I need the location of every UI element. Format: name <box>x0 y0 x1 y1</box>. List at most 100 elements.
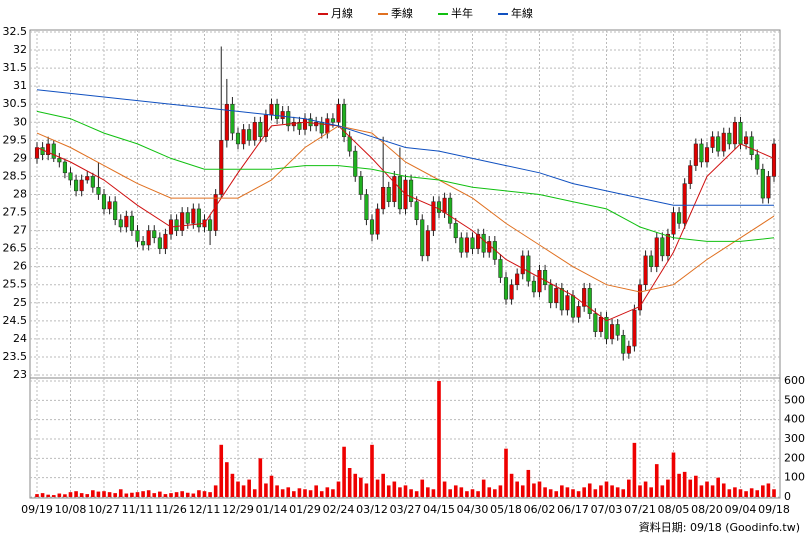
x-tick-label: 10/08 <box>55 503 87 516</box>
volume-bar <box>465 491 469 497</box>
y-tick-label: 28.5 <box>3 169 28 182</box>
volume-bar <box>370 444 374 497</box>
volume-bar <box>91 490 95 497</box>
candle-body <box>487 241 492 253</box>
y-tick-label: 23 <box>13 368 27 381</box>
volume-bar <box>225 462 229 497</box>
volume-bar <box>587 483 592 497</box>
volume-bar <box>710 485 715 497</box>
volume-bar <box>420 479 425 497</box>
candle-body <box>152 230 157 239</box>
volume-bar <box>627 479 631 497</box>
volume-bar <box>96 491 101 497</box>
y-tick-label: 25 <box>13 296 27 309</box>
volume-bar <box>118 489 123 497</box>
candle-body <box>191 208 196 224</box>
volume-bar <box>158 491 162 497</box>
candle-body <box>414 201 419 220</box>
candle-body <box>420 219 425 257</box>
candle-body <box>660 237 665 257</box>
volume-bar <box>392 481 397 497</box>
candle-body <box>520 255 525 275</box>
y-tick-label: 31.5 <box>3 61 28 74</box>
ma-line <box>36 125 775 293</box>
candle-body <box>570 295 576 318</box>
volume-bar <box>733 487 737 497</box>
candle-body <box>34 147 40 159</box>
candle-body <box>604 316 609 340</box>
volume-bar <box>280 489 285 497</box>
volume-bar <box>638 485 642 497</box>
candle-body <box>654 237 659 267</box>
y-tick-label: 26 <box>13 260 27 273</box>
y-tick-label: 32 <box>13 43 27 56</box>
volume-bar <box>185 492 190 497</box>
x-tick-label: 11/26 <box>155 503 187 516</box>
candle-body <box>180 212 185 231</box>
volume-bar <box>219 444 224 497</box>
volume-bar <box>476 491 480 497</box>
candle-body <box>459 237 464 253</box>
volume-bar <box>169 493 173 497</box>
volume-bar <box>487 487 492 497</box>
y-tick-label: 25.5 <box>3 278 28 291</box>
volume-bar <box>236 481 240 497</box>
x-tick-label: 09/19 <box>21 503 53 516</box>
candle-body <box>107 201 112 210</box>
candle-body <box>364 194 369 220</box>
candle-body <box>637 284 643 311</box>
candle-body <box>85 176 90 181</box>
volume-bar <box>359 477 363 497</box>
volume-bar <box>40 493 45 497</box>
volume-tick-label: 200 <box>784 451 805 464</box>
volume-bar <box>442 481 447 497</box>
volume-bar <box>230 473 235 497</box>
volume-bar <box>493 489 497 497</box>
volume-bar <box>671 452 676 497</box>
volume-bar <box>247 479 251 497</box>
volume-bar <box>241 485 246 497</box>
candle-body <box>464 237 469 253</box>
candle-body <box>174 219 179 231</box>
volume-bar <box>403 485 408 497</box>
candle-body <box>531 280 536 293</box>
volume-bar <box>319 491 324 497</box>
candle-body <box>598 316 603 332</box>
candle-body <box>213 194 218 231</box>
y-tick-label: 24.5 <box>3 314 28 327</box>
candle-body <box>576 306 581 318</box>
volume-bar <box>308 490 313 497</box>
volume-bar <box>113 493 117 497</box>
volume-bar <box>498 485 503 497</box>
volume-bar <box>163 494 168 497</box>
volume-bar <box>68 492 73 497</box>
y-tick-label: 30 <box>13 115 27 128</box>
volume-bar <box>275 485 279 497</box>
volume-bar <box>699 485 704 497</box>
candle-body <box>297 122 302 130</box>
candle-body <box>710 136 715 148</box>
volume-tick-label: 0 <box>784 490 791 503</box>
volume-bar <box>141 491 145 497</box>
candle-body <box>498 259 503 278</box>
x-tick-label: 11/11 <box>122 503 154 516</box>
footer: 資料日期: 09/18 (Goodinfo.tw) <box>639 520 800 534</box>
x-tick-label: 09/04 <box>725 503 757 516</box>
x-tick-label: 04/30 <box>457 503 489 516</box>
volume-bar <box>79 493 84 497</box>
x-tick-label: 07/03 <box>591 503 623 516</box>
candle-body <box>330 118 335 123</box>
volume-bar <box>347 468 352 497</box>
x-tick-label: 01/14 <box>256 503 288 516</box>
legend-label: 季線 <box>391 6 413 20</box>
volume-bar <box>694 475 698 497</box>
volume-bar <box>191 493 196 497</box>
volume-bar <box>470 489 475 497</box>
candle-body <box>224 103 229 141</box>
volume-bar <box>582 487 586 497</box>
candle-body <box>548 284 553 304</box>
volume-bar <box>180 491 184 497</box>
candle-body <box>732 122 737 145</box>
volume-bar <box>571 489 575 497</box>
candle-body <box>286 111 291 127</box>
